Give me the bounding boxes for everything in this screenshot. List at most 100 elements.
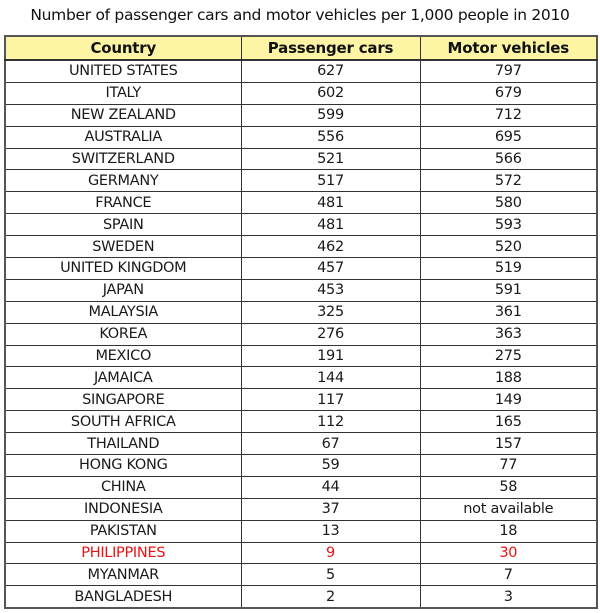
passenger-cars-cell: 517: [240, 169, 421, 193]
motor-vehicles-cell: 591: [419, 278, 598, 302]
motor-vehicles-cell: 18: [419, 519, 598, 543]
country-cell: NEW ZEALAND: [4, 103, 242, 127]
table-row: GERMANY 517 572: [4, 169, 598, 193]
table-row: SWITZERLAND 521 566: [4, 147, 598, 171]
motor-vehicles-cell: 361: [419, 300, 598, 324]
country-cell: CHINA: [4, 475, 242, 499]
country-cell: SWEDEN: [4, 235, 242, 259]
motor-vehicles-cell: 149: [419, 388, 598, 412]
table-row: HONG KONG 59 77: [4, 454, 598, 477]
passenger-cars-cell: 602: [240, 81, 421, 105]
motor-vehicles-cell: 712: [419, 103, 598, 127]
passenger-cars-cell: 481: [240, 213, 421, 237]
motor-vehicles-cell: 30: [419, 541, 598, 565]
country-cell: HONG KONG: [4, 454, 242, 477]
passenger-cars-cell: 44: [240, 475, 421, 499]
country-cell: SWITZERLAND: [4, 147, 242, 171]
table-row: SPAIN 481 593: [4, 213, 598, 237]
passenger-cars-cell: 599: [240, 103, 421, 127]
motor-vehicles-cell: 797: [419, 59, 598, 83]
table-row: PAKISTAN 13 18: [4, 519, 598, 543]
country-cell: PAKISTAN: [4, 519, 242, 543]
passenger-cars-cell: 9: [240, 541, 421, 565]
country-cell: UNITED STATES: [4, 59, 242, 83]
country-cell: UNITED KINGDOM: [4, 257, 242, 280]
passenger-cars-cell: 5: [240, 563, 421, 587]
country-cell: INDONESIA: [4, 497, 242, 521]
motor-vehicles-cell: 695: [419, 125, 598, 149]
motor-vehicles-cell: 3: [419, 585, 598, 609]
passenger-cars-cell: 627: [240, 59, 421, 83]
passenger-cars-cell: 112: [240, 410, 421, 434]
country-cell: MEXICO: [4, 344, 242, 368]
country-cell: PHILIPPINES: [4, 541, 242, 565]
motor-vehicles-cell: 157: [419, 432, 598, 456]
table-row: MALAYSIA 325 361: [4, 300, 598, 324]
country-cell: KOREA: [4, 322, 242, 346]
table-row: MYANMAR 5 7: [4, 563, 598, 587]
motor-vehicles-cell: 572: [419, 169, 598, 193]
country-cell: MALAYSIA: [4, 300, 242, 324]
motor-vehicles-cell: 58: [419, 475, 598, 499]
table-row: JAPAN 453 591: [4, 278, 598, 302]
country-cell: SOUTH AFRICA: [4, 410, 242, 434]
country-cell: JAPAN: [4, 278, 242, 302]
table-row: UNITED KINGDOM 457 519: [4, 257, 598, 280]
table-row: AUSTRALIA 556 695: [4, 125, 598, 149]
column-header-motor-vehicles: Motor vehicles: [419, 35, 598, 61]
country-cell: BANGLADESH: [4, 585, 242, 609]
table-row: KOREA 276 363: [4, 322, 598, 346]
country-cell: THAILAND: [4, 432, 242, 456]
passenger-cars-cell: 2: [240, 585, 421, 609]
country-cell: AUSTRALIA: [4, 125, 242, 149]
passenger-cars-cell: 59: [240, 454, 421, 477]
table-row: JAMAICA 144 188: [4, 366, 598, 390]
passenger-cars-cell: 521: [240, 147, 421, 171]
passenger-cars-cell: 67: [240, 432, 421, 456]
country-cell: ITALY: [4, 81, 242, 105]
header-row: Country Passenger cars Motor vehicles: [4, 35, 598, 61]
motor-vehicles-cell: 520: [419, 235, 598, 259]
motor-vehicles-cell: not available: [419, 497, 598, 521]
passenger-cars-cell: 325: [240, 300, 421, 324]
table-row: SWEDEN 462 520: [4, 235, 598, 259]
column-header-country: Country: [4, 35, 242, 61]
country-cell: JAMAICA: [4, 366, 242, 390]
motor-vehicles-cell: 275: [419, 344, 598, 368]
country-cell: MYANMAR: [4, 563, 242, 587]
table-row: INDONESIA 37 not available: [4, 497, 598, 521]
table-row: ITALY 602 679: [4, 81, 598, 105]
passenger-cars-cell: 191: [240, 344, 421, 368]
country-cell: GERMANY: [4, 169, 242, 193]
table-title: Number of passenger cars and motor vehic…: [30, 6, 570, 24]
table-row: THAILAND 67 157: [4, 432, 598, 456]
passenger-cars-cell: 276: [240, 322, 421, 346]
table-body: UNITED STATES 627 797 ITALY 602 679 NEW ZEAL…: [4, 59, 598, 609]
country-cell: SPAIN: [4, 213, 242, 237]
column-header-passenger-cars: Passenger cars: [240, 35, 421, 61]
passenger-cars-cell: 117: [240, 388, 421, 412]
motor-vehicles-cell: 679: [419, 81, 598, 105]
table-row: NEW ZEALAND 599 712: [4, 103, 598, 127]
motor-vehicles-cell: 519: [419, 257, 598, 280]
table-row: BANGLADESH 2 3: [4, 585, 598, 609]
country-cell: FRANCE: [4, 191, 242, 215]
motor-vehicles-cell: 188: [419, 366, 598, 390]
table-row: MEXICO 191 275: [4, 344, 598, 368]
table-row: CHINA 44 58: [4, 475, 598, 499]
table-row: SINGAPORE 117 149: [4, 388, 598, 412]
motor-vehicles-cell: 566: [419, 147, 598, 171]
passenger-cars-cell: 144: [240, 366, 421, 390]
table-row: FRANCE 481 580: [4, 191, 598, 215]
vehicles-table: Country Passenger cars Motor vehicles UN…: [4, 35, 598, 610]
motor-vehicles-cell: 363: [419, 322, 598, 346]
passenger-cars-cell: 13: [240, 519, 421, 543]
country-cell: SINGAPORE: [4, 388, 242, 412]
passenger-cars-cell: 37: [240, 497, 421, 521]
motor-vehicles-cell: 580: [419, 191, 598, 215]
passenger-cars-cell: 453: [240, 278, 421, 302]
motor-vehicles-cell: 165: [419, 410, 598, 434]
passenger-cars-cell: 481: [240, 191, 421, 215]
table-row: UNITED STATES 627 797: [4, 59, 598, 83]
motor-vehicles-cell: 77: [419, 454, 598, 477]
